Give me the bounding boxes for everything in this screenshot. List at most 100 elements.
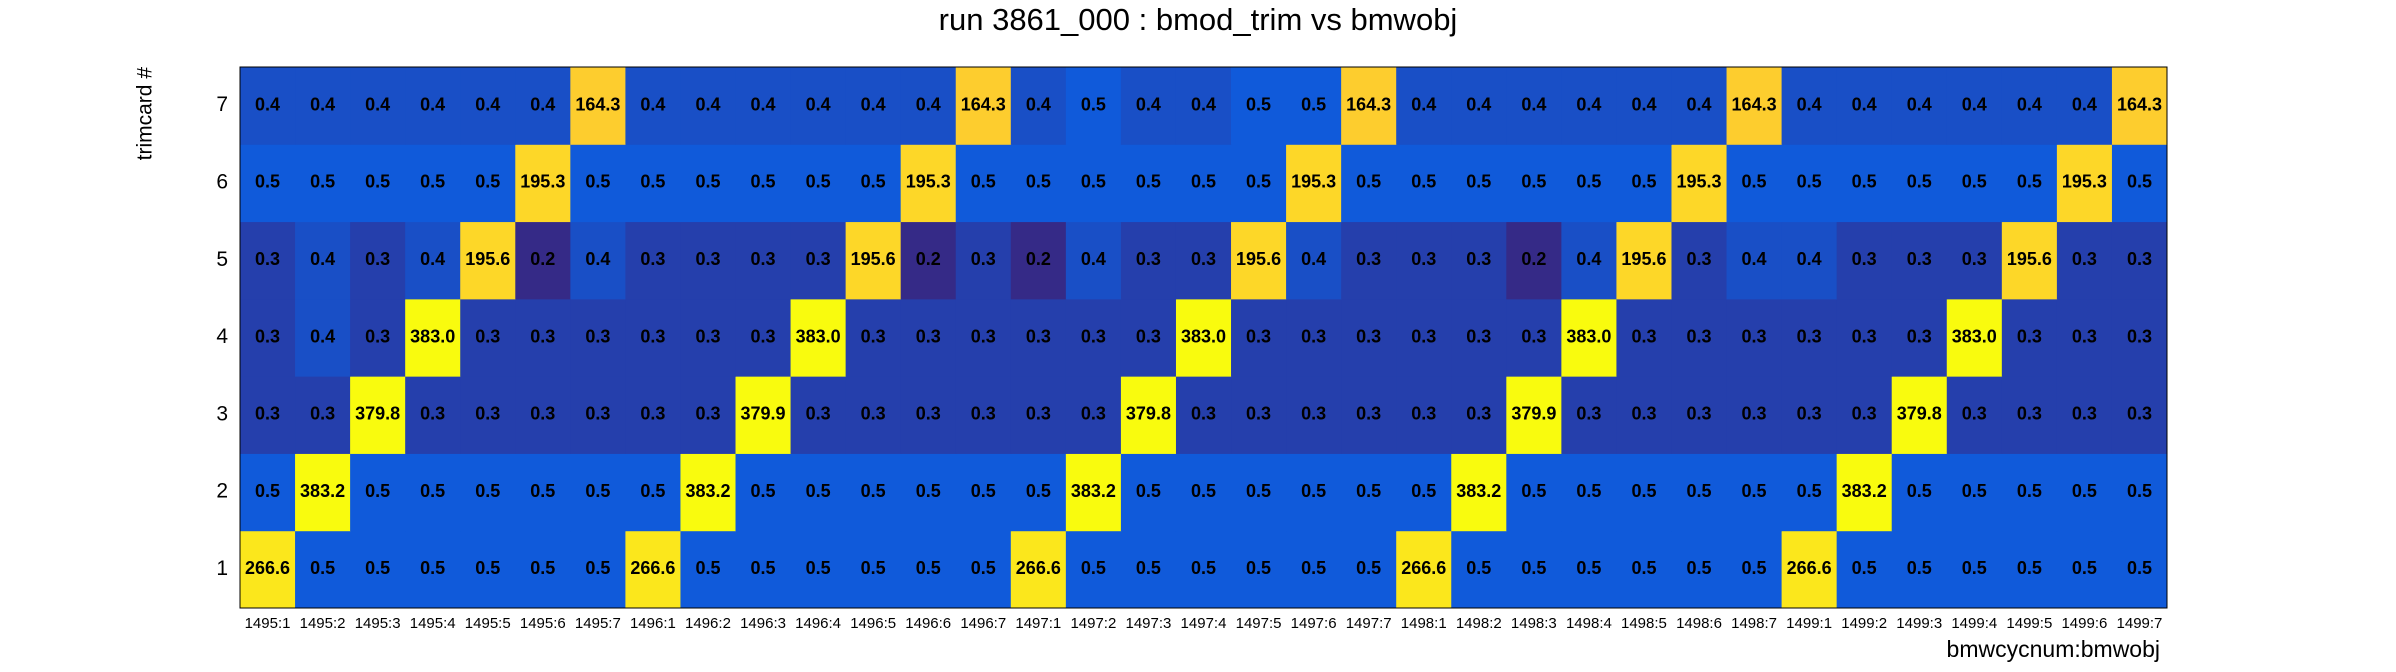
cell — [1891, 67, 1948, 145]
cell — [625, 298, 681, 377]
cell — [2056, 67, 2113, 145]
cell — [1341, 144, 1397, 223]
cell-label: 0.3 — [1852, 326, 1877, 346]
cell — [1175, 67, 1232, 145]
x-tick-label: 1499:5 — [2006, 615, 2052, 632]
cell-label: 0.5 — [1742, 172, 1767, 192]
cell — [1726, 144, 1783, 223]
cell-label: 0.5 — [2127, 481, 2152, 501]
cell-label: 0.5 — [1136, 172, 1161, 192]
cell-label: 0.5 — [475, 558, 500, 578]
cell — [1065, 530, 1122, 609]
cell — [1010, 453, 1067, 532]
cell — [1781, 144, 1838, 223]
cell-label: 0.3 — [2072, 404, 2097, 424]
cell — [295, 453, 351, 532]
cell — [1010, 530, 1067, 609]
cell — [350, 530, 406, 609]
cell-label: 195.6 — [2007, 249, 2052, 269]
cell-label: 383.2 — [300, 481, 345, 501]
cell — [1396, 376, 1452, 454]
cell-label: 0.3 — [2017, 404, 2042, 424]
cell — [1120, 144, 1177, 223]
cell — [1781, 530, 1838, 609]
cell — [1836, 453, 1893, 532]
cell-label: 383.0 — [1181, 326, 1226, 346]
cell-label: 0.5 — [861, 558, 886, 578]
cell-label: 0.3 — [2072, 249, 2097, 269]
x-tick-label: 1498:2 — [1456, 615, 1502, 632]
cell — [1396, 530, 1452, 609]
cell-label: 0.4 — [585, 249, 610, 269]
cell-label: 0.3 — [1411, 326, 1436, 346]
cell — [790, 298, 847, 377]
cell-label: 0.2 — [916, 249, 941, 269]
cell-label: 195.3 — [2062, 172, 2107, 192]
cell — [1286, 453, 1342, 532]
cell — [1836, 298, 1893, 377]
cell — [1065, 298, 1122, 377]
x-tick-label: 1495:3 — [355, 615, 401, 632]
cell-label: 0.5 — [1962, 558, 1987, 578]
cell — [1120, 453, 1177, 532]
cell — [405, 376, 461, 454]
cell — [1231, 453, 1287, 532]
cell-label: 0.5 — [1136, 481, 1161, 501]
cell — [515, 453, 571, 532]
cell-label: 0.5 — [1411, 172, 1436, 192]
cell-label: 164.3 — [575, 94, 620, 114]
cell-label: 0.3 — [530, 404, 555, 424]
cell — [1891, 530, 1948, 609]
cell — [2001, 221, 2058, 300]
cell — [1065, 67, 1122, 145]
cell-label: 0.3 — [1356, 326, 1381, 346]
cell-label: 0.5 — [2127, 558, 2152, 578]
cell-label: 0.5 — [1962, 481, 1987, 501]
x-tick-label: 1496:5 — [850, 615, 896, 632]
cell — [515, 530, 571, 609]
cell-label: 0.5 — [751, 172, 776, 192]
cell — [1341, 67, 1397, 145]
cell — [1341, 530, 1397, 609]
cell — [1341, 221, 1397, 300]
cell — [1946, 530, 2003, 609]
cell — [1561, 453, 1617, 532]
cell — [1781, 67, 1838, 145]
cell — [790, 144, 847, 223]
cell — [405, 453, 461, 532]
cell-label: 0.3 — [1081, 326, 1106, 346]
cell-label: 0.5 — [751, 558, 776, 578]
x-tick-label: 1496:1 — [630, 615, 676, 632]
cell-label: 0.5 — [365, 558, 390, 578]
cell-label: 0.3 — [916, 326, 941, 346]
cell — [240, 376, 296, 454]
cell — [295, 530, 351, 609]
x-tick-label: 1497:1 — [1015, 615, 1061, 632]
cell — [2111, 298, 2168, 377]
cell-label: 195.6 — [851, 249, 896, 269]
cell-label: 266.6 — [1016, 558, 1061, 578]
cell — [405, 144, 461, 223]
cell-label: 0.5 — [1301, 481, 1326, 501]
cell-label: 0.3 — [861, 404, 886, 424]
cell-label: 0.2 — [530, 249, 555, 269]
cell-label: 0.4 — [2017, 94, 2042, 114]
cell-label: 0.5 — [420, 172, 445, 192]
cell — [1726, 67, 1783, 145]
cell-label: 0.3 — [365, 249, 390, 269]
cell — [2056, 530, 2113, 609]
x-tick-label: 1498:6 — [1676, 615, 1722, 632]
cell — [1065, 453, 1122, 532]
y-tick-label: 5 — [216, 248, 228, 271]
cell — [1506, 144, 1562, 223]
cell — [295, 298, 351, 377]
cell — [680, 221, 737, 300]
cell — [2001, 144, 2058, 223]
cell — [570, 298, 626, 377]
cell-label: 0.4 — [1742, 249, 1767, 269]
cell-label: 0.5 — [1411, 481, 1436, 501]
cell-label: 266.6 — [1401, 558, 1446, 578]
cell-label: 0.4 — [475, 94, 500, 114]
x-tick-label: 1499:6 — [2061, 615, 2107, 632]
cell — [1065, 221, 1122, 300]
